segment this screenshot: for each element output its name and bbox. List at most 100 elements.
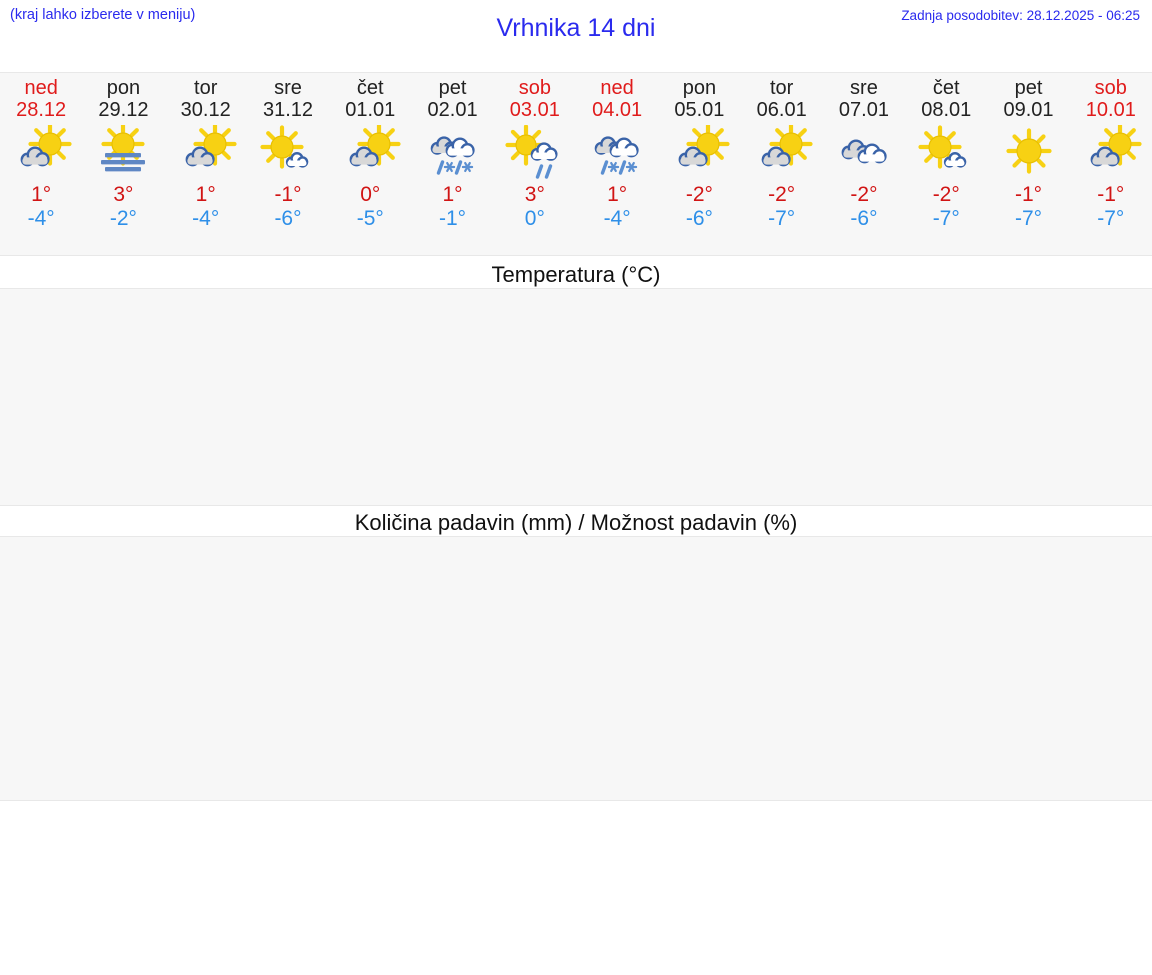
day-name: tor xyxy=(194,77,218,99)
forecast-day-column[interactable]: ned 28.12 1° -4° xyxy=(0,73,82,255)
cloud-rain-snow-icon xyxy=(430,136,475,175)
temperature-min: -5° xyxy=(356,206,384,230)
day-date: 05.01 xyxy=(674,99,725,122)
day-date: 30.12 xyxy=(180,99,231,122)
temperature-chart-title: Temperatura (°C) xyxy=(491,262,661,287)
day-name: ned xyxy=(24,77,58,99)
forecast-day-column[interactable]: pon 05.01 -2° -6° xyxy=(658,73,740,255)
day-date: 08.01 xyxy=(921,99,972,122)
temperature-max: 1° xyxy=(607,182,628,206)
sun-behind-cloud-icon xyxy=(20,124,72,167)
temperature-max: 0° xyxy=(360,182,381,206)
day-date: 03.01 xyxy=(509,99,560,122)
forecast-day-column[interactable]: pet 02.01 1° -1° xyxy=(411,73,493,255)
temperature-max: 1° xyxy=(31,182,52,206)
day-name: tor xyxy=(770,77,794,99)
forecast-day-column[interactable]: pon 29.12 3° -2° xyxy=(82,73,164,255)
day-date: 29.12 xyxy=(98,99,149,122)
day-name: sre xyxy=(274,77,302,99)
weather-icon-wrapper xyxy=(832,124,896,180)
forecast-day-column[interactable]: tor 06.01 -2° -7° xyxy=(741,73,823,255)
last-updated-text: Zadnja posodobitev: 28.12.2025 - 06:25 xyxy=(901,8,1140,23)
day-name: sob xyxy=(1094,77,1127,99)
sun-behind-cloud-icon xyxy=(349,124,401,167)
day-date: 07.01 xyxy=(838,99,889,122)
day-name: pet xyxy=(438,77,467,99)
temperature-min: -4° xyxy=(603,206,631,230)
day-date: 06.01 xyxy=(756,99,807,122)
forecast-day-column[interactable]: pet 09.01 -1° -7° xyxy=(987,73,1069,255)
day-date: 09.01 xyxy=(1003,99,1054,122)
temperature-min: 0° xyxy=(524,206,545,230)
temperature-max: -2° xyxy=(932,182,960,206)
weather-icon-wrapper xyxy=(256,124,320,180)
temperature-min: -1° xyxy=(439,206,467,230)
temperature-max: 1° xyxy=(442,182,463,206)
temperature-min: -4° xyxy=(192,206,220,230)
forecast-day-column[interactable]: čet 08.01 -2° -7° xyxy=(905,73,987,255)
page-header: (kraj lahko izberete v meniju) Vrhnika 1… xyxy=(0,0,1152,72)
sun-behind-cloud-icon xyxy=(1090,124,1142,167)
sun-icon xyxy=(1005,128,1052,174)
temperature-min: -6° xyxy=(685,206,713,230)
temperature-chart-panel: Temperatura (°C) 50−5−10© vreme.us & vre… xyxy=(0,256,1152,506)
sun-small-cloud-icon xyxy=(918,125,967,169)
weather-icon-wrapper xyxy=(174,124,238,180)
weather-icon-wrapper xyxy=(338,124,402,180)
cloud-rain-snow-icon xyxy=(594,136,639,175)
temperature-min: -6° xyxy=(850,206,878,230)
day-date: 01.01 xyxy=(345,99,396,122)
temperature-max: 1° xyxy=(195,182,216,206)
forecast-day-column[interactable]: sre 31.12 -1° -6° xyxy=(247,73,329,255)
temperature-min: -7° xyxy=(1014,206,1043,230)
temperature-max: -1° xyxy=(1014,182,1043,206)
temperature-max: 3° xyxy=(113,182,134,206)
weather-icon-wrapper xyxy=(421,124,485,180)
day-date: 31.12 xyxy=(262,99,314,122)
forecast-day-column[interactable]: čet 01.01 0° -5° xyxy=(329,73,411,255)
day-name: pet xyxy=(1014,77,1043,99)
sun-small-cloud-icon xyxy=(260,125,309,169)
day-name: sob xyxy=(518,77,551,99)
day-date: 28.12 xyxy=(16,99,67,122)
cloudy-icon xyxy=(841,139,887,164)
forecast-day-column[interactable]: sob 10.01 -1° -7° xyxy=(1070,73,1152,255)
day-name: pon xyxy=(682,77,717,99)
menu-hint-text: (kraj lahko izberete v meniju) xyxy=(10,7,196,23)
weather-icon-wrapper xyxy=(914,124,978,180)
page-title: Vrhnika 14 dni xyxy=(496,14,656,42)
weather-icon-wrapper xyxy=(503,124,567,180)
temperature-min: -2° xyxy=(109,206,137,230)
forecast-day-column[interactable]: sre 07.01 -2° -6° xyxy=(823,73,905,255)
weather-icon-wrapper xyxy=(667,124,731,180)
weather-icon-wrapper xyxy=(1079,124,1143,180)
sun-behind-cloud-icon xyxy=(185,124,237,167)
day-name: čet xyxy=(356,77,384,99)
temperature-max: -2° xyxy=(685,182,713,206)
day-name: čet xyxy=(932,77,960,99)
temperature-max: -1° xyxy=(274,182,302,206)
temperature-max: -2° xyxy=(850,182,878,206)
temperature-min: -4° xyxy=(27,206,55,230)
sun-cloud-rain-icon xyxy=(505,124,558,179)
day-name: sre xyxy=(850,77,878,99)
temperature-min: -6° xyxy=(274,206,302,230)
weather-icon-wrapper xyxy=(9,124,73,180)
temperature-min: -7° xyxy=(1097,206,1125,230)
forecast-day-column[interactable]: ned 04.01 1° -4° xyxy=(576,73,658,255)
sun-behind-cloud-icon xyxy=(761,124,813,167)
sun-behind-cloud-icon xyxy=(678,124,730,167)
weather-icon-wrapper xyxy=(997,124,1061,180)
weather-icon-wrapper xyxy=(91,124,155,180)
temperature-max: -1° xyxy=(1097,182,1125,206)
temperature-min: -7° xyxy=(932,206,960,230)
day-date: 02.01 xyxy=(427,99,478,122)
forecast-day-column[interactable]: sob 03.01 3° 0° xyxy=(494,73,576,255)
day-date: 10.01 xyxy=(1085,99,1136,122)
temperature-min: -7° xyxy=(768,206,796,230)
precipitation-chart-panel: Količina padavin (mm) / Možnost padavin … xyxy=(0,506,1152,801)
forecast-day-column[interactable]: tor 30.12 1° -4° xyxy=(165,73,247,255)
weather-icon-wrapper xyxy=(750,124,814,180)
day-date: 04.01 xyxy=(592,99,643,122)
temperature-max: 3° xyxy=(524,182,545,206)
